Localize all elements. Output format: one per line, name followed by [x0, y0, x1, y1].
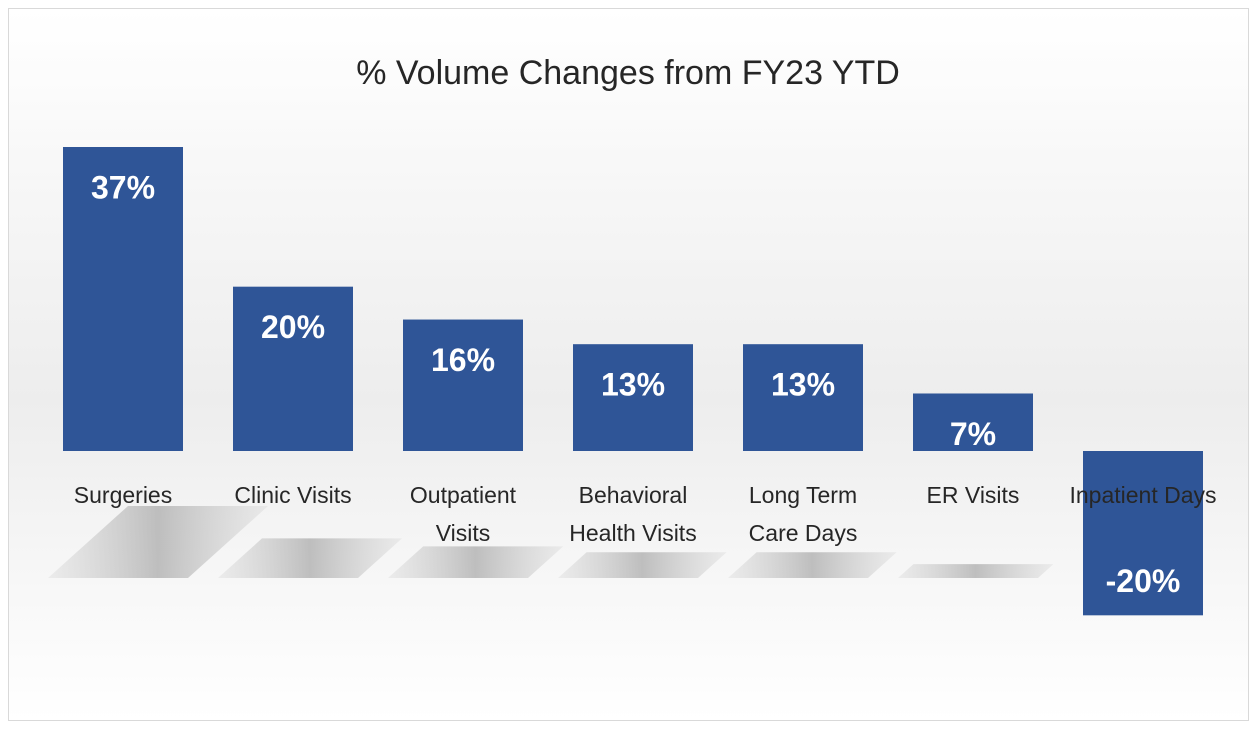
bar — [573, 344, 693, 451]
x-tick-label: Surgeries — [73, 482, 173, 508]
data-label: 13% — [771, 367, 835, 403]
bar-shadow — [218, 538, 402, 578]
x-tick-label: Long Term Care Days — [748, 482, 858, 546]
chart-title: % Volume Changes from FY23 YTD — [356, 54, 900, 92]
data-label: 20% — [261, 309, 325, 345]
data-label: -20% — [1106, 563, 1181, 599]
x-tick-label: ER Visits — [926, 482, 1020, 508]
bar-shadow — [558, 552, 727, 578]
bar — [743, 344, 863, 451]
bar-shadows — [48, 506, 1054, 578]
data-label: 13% — [601, 367, 665, 403]
x-tick-label: Outpatient Visits — [409, 482, 517, 546]
bar-shadow — [898, 564, 1054, 578]
data-label: 37% — [91, 169, 155, 205]
x-tick-label: Clinic Visits — [234, 482, 352, 508]
bar-shadow — [388, 546, 564, 578]
bar — [63, 147, 183, 451]
x-tick-label: Inpatient Days — [1069, 482, 1217, 508]
bar — [1083, 451, 1203, 616]
bar-shadow — [48, 506, 268, 578]
bar-shadow — [728, 552, 897, 578]
bar — [403, 319, 523, 451]
x-tick-label: Behavioral Health Visits — [569, 482, 697, 546]
bar — [913, 393, 1033, 451]
data-label: 7% — [950, 416, 996, 452]
bar — [233, 286, 353, 451]
data-label: 16% — [431, 342, 495, 378]
